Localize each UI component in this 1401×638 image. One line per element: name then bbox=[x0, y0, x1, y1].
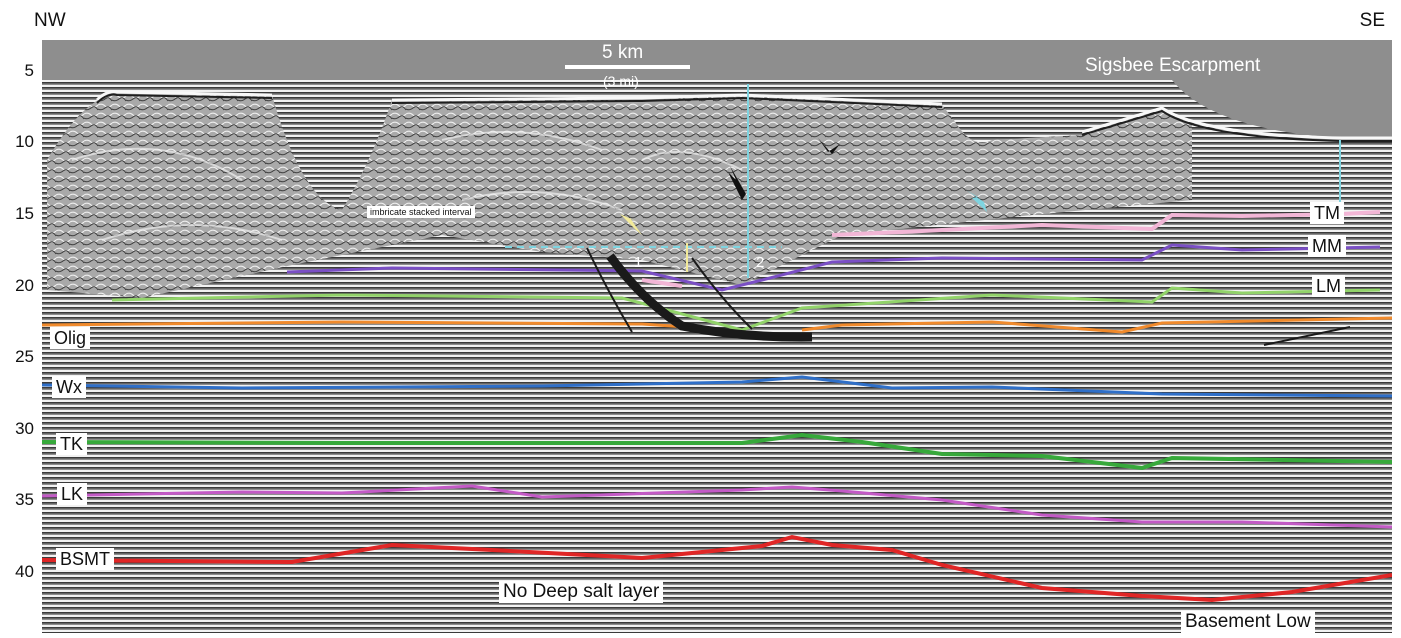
horizon-label-mm: MM bbox=[1308, 235, 1346, 257]
fault-thin-1 bbox=[586, 247, 633, 333]
fault-main bbox=[606, 253, 813, 342]
horizon-label-wx: Wx bbox=[52, 376, 86, 398]
sigsbee-escarpment-label: Sigsbee Escarpment bbox=[1085, 55, 1261, 76]
fault-thin-2 bbox=[691, 257, 753, 330]
depth-tick-35: 35 bbox=[15, 490, 34, 509]
depth-tick-5: 5 bbox=[24, 61, 34, 80]
imbricate-label: imbricate stacked interval bbox=[367, 206, 475, 218]
horizon-label-tk: TK bbox=[56, 433, 88, 455]
seismic-section: 5 km (3 mi) Sigsbee Escarpment imbricate… bbox=[41, 40, 1393, 633]
horizon-tk bbox=[41, 432, 1393, 471]
horizon-label-tm: TM bbox=[1310, 202, 1344, 224]
horizon-label-olig: Olig bbox=[50, 327, 91, 349]
horizon-bsmt bbox=[41, 534, 1393, 603]
cyan-arrow bbox=[966, 190, 987, 212]
marker-1: 1 bbox=[634, 254, 643, 271]
horizon-olig bbox=[41, 316, 1393, 334]
scale-bar-label: 5 km bbox=[602, 42, 644, 63]
depth-tick-25: 25 bbox=[15, 347, 34, 366]
marker-2: 2 bbox=[756, 254, 765, 271]
depth-tick-20: 20 bbox=[15, 276, 34, 295]
horizon-lm bbox=[111, 286, 1381, 332]
horizon-label-lm: LM bbox=[1312, 275, 1346, 297]
horizon-label-bsmt: BSMT bbox=[56, 548, 115, 570]
no-deep-salt-label: No Deep salt layer bbox=[499, 581, 664, 603]
horizon-lk bbox=[41, 484, 1393, 529]
nw-orientation-label: NW bbox=[34, 10, 66, 31]
seismic-image bbox=[41, 40, 1393, 633]
horizon-mm-segment bbox=[641, 278, 683, 288]
depth-tick-40: 40 bbox=[15, 562, 34, 581]
depth-tick-15: 15 bbox=[15, 204, 34, 223]
basement-low-label: Basement Low bbox=[1181, 611, 1315, 633]
horizon-label-lk: LK bbox=[57, 483, 88, 505]
black-arrow-1 bbox=[728, 166, 746, 200]
yellow-arrow bbox=[620, 214, 642, 235]
black-arrow-2 bbox=[818, 138, 840, 154]
horizon-wx bbox=[41, 375, 1393, 398]
se-orientation-label: SE bbox=[1359, 10, 1385, 31]
depth-tick-10: 10 bbox=[15, 132, 34, 151]
fault-minor bbox=[1263, 326, 1351, 346]
seafloor bbox=[95, 90, 1392, 140]
depth-tick-30: 30 bbox=[15, 419, 34, 438]
scale-bar-sub-label: (3 mi) bbox=[603, 73, 639, 89]
horizon-mm bbox=[286, 243, 1381, 292]
